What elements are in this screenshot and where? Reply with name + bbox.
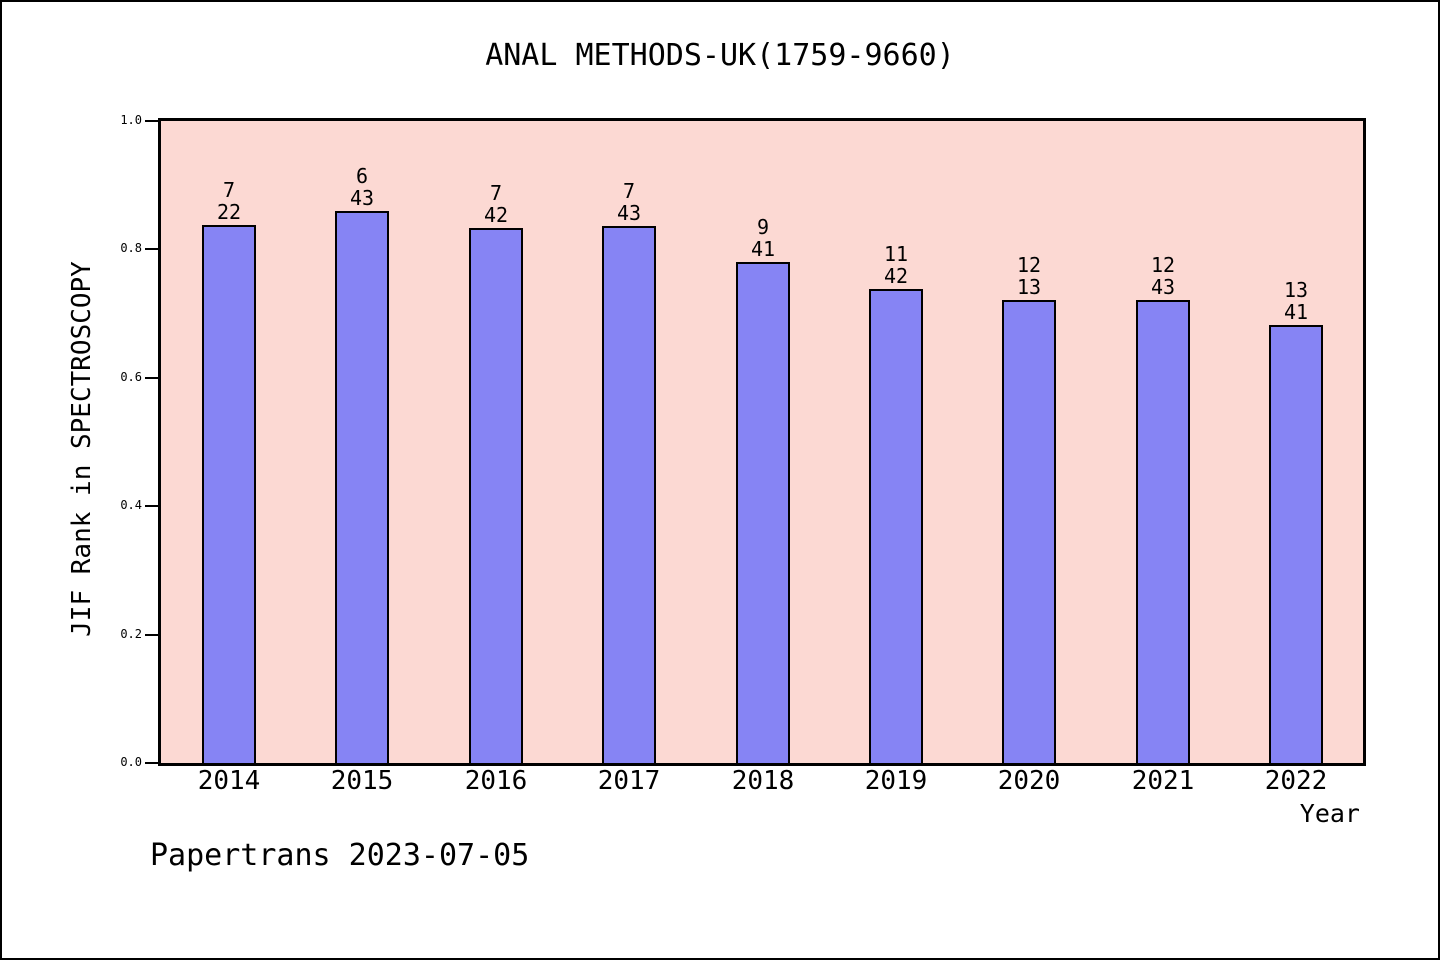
bar — [736, 262, 790, 763]
bar-label-numerator: 6 — [355, 164, 369, 188]
bar-label-numerator: 7 — [489, 181, 503, 205]
y-tick-mark — [145, 377, 158, 379]
bar-label-denominator: 42 — [483, 203, 509, 227]
watermark-text: Papertrans 2023-07-05 — [150, 838, 530, 873]
y-tick-mark — [145, 762, 158, 764]
bar-label-numerator: 7 — [622, 179, 636, 203]
bar-value-label: 12 43 — [1123, 254, 1203, 298]
y-tick-mark — [145, 248, 158, 250]
bar-label-denominator: 43 — [1150, 275, 1176, 299]
x-tick-label: 2017 — [597, 766, 661, 796]
x-tick-label: 2019 — [864, 766, 928, 796]
bar — [469, 228, 523, 763]
y-tick-label: 0.2 — [120, 627, 142, 641]
bar-label-denominator: 22 — [216, 200, 242, 224]
x-tick-label: 2016 — [464, 766, 528, 796]
x-tick-label: 2021 — [1131, 766, 1195, 796]
y-axis-label: JIF Rank in SPECTROSCOPY — [67, 261, 97, 637]
bar-value-label: 7 22 — [189, 179, 269, 223]
chart-title: ANAL METHODS-UK(1759-9660) — [485, 38, 955, 73]
bar-label-numerator: 13 — [1283, 278, 1309, 302]
bar-value-label: 9 41 — [723, 216, 803, 260]
bar-label-denominator: 43 — [616, 201, 642, 225]
x-tick-label: 2014 — [197, 766, 261, 796]
bar — [602, 226, 656, 763]
bar-value-label: 7 43 — [589, 180, 669, 224]
bar-label-numerator: 12 — [1150, 253, 1176, 277]
y-tick-label: 0.6 — [120, 370, 142, 384]
x-tick-label: 2015 — [330, 766, 394, 796]
bar-value-label: 11 42 — [856, 243, 936, 287]
bar-label-numerator: 7 — [222, 178, 236, 202]
bar — [869, 289, 923, 763]
bar-label-denominator: 41 — [1283, 300, 1309, 324]
y-tick-label: 0.4 — [120, 498, 142, 512]
bar-label-numerator: 9 — [756, 215, 770, 239]
bar — [1002, 300, 1056, 763]
bar-value-label: 13 41 — [1256, 279, 1336, 323]
bar — [1136, 300, 1190, 763]
bar-label-denominator: 41 — [750, 237, 776, 261]
bar-label-numerator: 11 — [883, 242, 909, 266]
bar — [1269, 325, 1323, 763]
y-tick-mark — [145, 120, 158, 122]
bar — [202, 225, 256, 763]
y-tick-label: 1.0 — [120, 113, 142, 127]
bar-value-label: 6 43 — [322, 165, 402, 209]
bar-value-label: 7 42 — [456, 182, 536, 226]
bar-label-denominator: 42 — [883, 264, 909, 288]
bar-value-label: 12 13 — [989, 254, 1069, 298]
y-tick-label: 0.8 — [120, 241, 142, 255]
y-tick-label: 0.0 — [120, 755, 142, 769]
bar-label-denominator: 13 — [1016, 275, 1042, 299]
bar — [335, 211, 389, 763]
x-tick-label: 2022 — [1264, 766, 1328, 796]
x-tick-label: 2018 — [731, 766, 795, 796]
bar-label-numerator: 12 — [1016, 253, 1042, 277]
x-tick-label: 2020 — [997, 766, 1061, 796]
plot-area: 7 22 6 43 7 42 7 43 9 41 11 42 12 13 12 43 13 41 — [158, 118, 1366, 766]
bar-label-denominator: 43 — [349, 186, 375, 210]
y-tick-mark — [145, 505, 158, 507]
y-tick-mark — [145, 634, 158, 636]
x-axis-label: Year — [1299, 799, 1360, 828]
